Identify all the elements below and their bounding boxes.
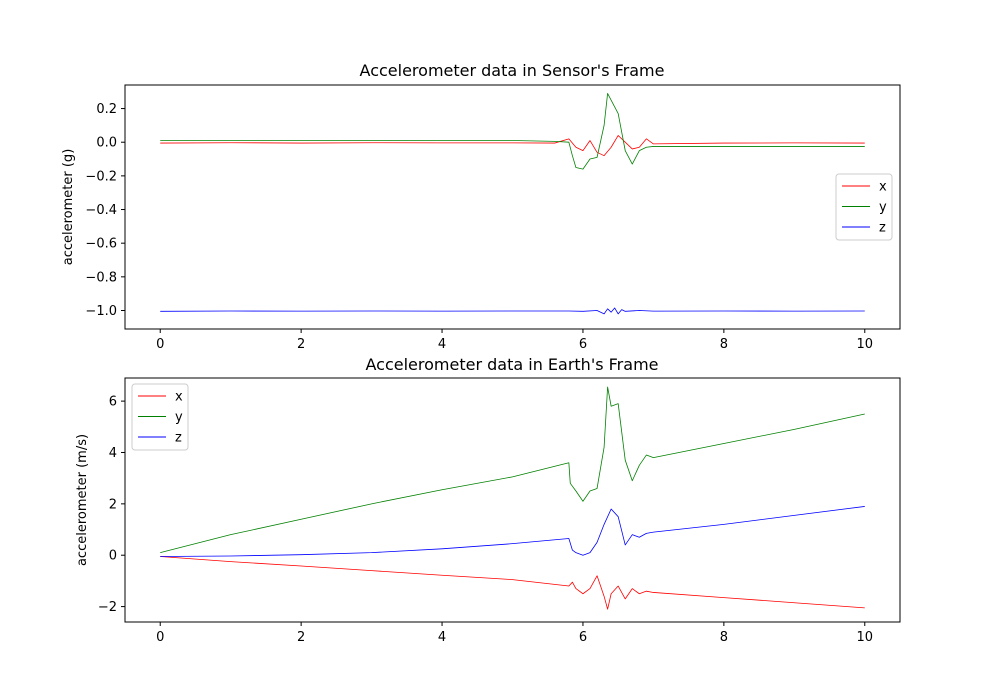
legend-label-y: y [879, 200, 887, 215]
chart-title: Accelerometer data in Sensor's Frame [360, 61, 665, 80]
series-line-z [160, 506, 865, 557]
legend-label-y: y [175, 410, 183, 425]
series-line-z [160, 307, 865, 315]
series-line-x [160, 556, 865, 610]
legend: xyz [131, 383, 189, 451]
legend-label-z: z [879, 221, 886, 236]
x-tick-label: 6 [579, 337, 587, 352]
x-tick-label: 2 [297, 630, 305, 645]
y-tick-label: 6 [109, 395, 117, 410]
sensor-frame-axes: Accelerometer data in Sensor's Frame acc… [61, 61, 901, 352]
y-tick-label: −0.8 [85, 270, 117, 285]
legend-label-x: x [175, 390, 183, 405]
y-tick-label: −2 [98, 600, 117, 615]
y-tick-label: 0.0 [96, 136, 117, 151]
legend-label-x: x [879, 180, 887, 195]
x-tick-label: 8 [720, 630, 728, 645]
x-tick-label: 8 [720, 337, 728, 352]
y-tick-label: 4 [109, 446, 117, 461]
earth-frame-axes: Accelerometer data in Earth's Frame acce… [75, 355, 901, 645]
y-tick-label: −0.4 [85, 203, 117, 218]
y-tick-label: −0.6 [85, 237, 117, 252]
legend-label-z: z [175, 431, 182, 446]
y-tick-label: −1.0 [85, 304, 117, 319]
plot-frame [124, 84, 901, 330]
y-tick-label: 2 [109, 497, 117, 512]
x-tick-label: 10 [856, 630, 873, 645]
x-tick-label: 10 [856, 337, 873, 352]
x-tick-label: 2 [297, 337, 305, 352]
y-tick-label: 0 [109, 549, 117, 564]
x-tick-label: 4 [438, 630, 446, 645]
x-tick-label: 4 [438, 337, 446, 352]
x-tick-label: 6 [579, 630, 587, 645]
y-axis-label: accelerometer (g) [61, 149, 76, 266]
legend: xyz [835, 173, 893, 241]
y-tick-label: −0.2 [85, 169, 117, 184]
y-tick-label: 0.2 [96, 102, 117, 117]
series-line-x [160, 135, 865, 157]
series-line-y [160, 93, 865, 170]
series-line-y [160, 386, 865, 554]
plot-frame [124, 377, 901, 623]
chart-title: Accelerometer data in Earth's Frame [366, 355, 659, 374]
y-axis-label: accelerometer (m/s) [75, 434, 90, 566]
x-tick-label: 0 [156, 337, 164, 352]
x-tick-label: 0 [156, 630, 164, 645]
